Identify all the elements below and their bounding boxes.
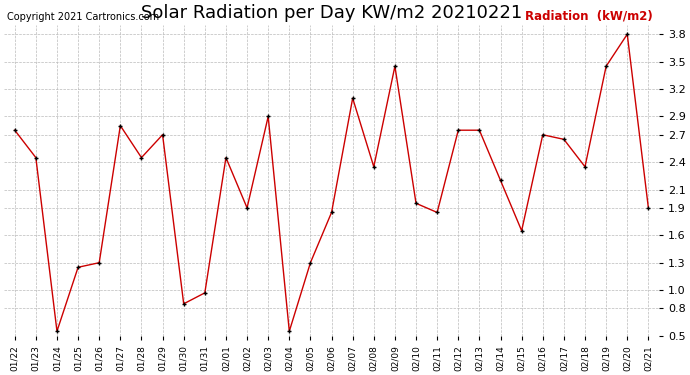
Point [453, 127, 464, 133]
Text: Radiation  (kW/m2): Radiation (kW/m2) [524, 9, 652, 22]
Point [284, 328, 295, 334]
Point [157, 132, 168, 138]
Point [199, 290, 210, 296]
Title: Solar Radiation per Day KW/m2 20210221: Solar Radiation per Day KW/m2 20210221 [141, 4, 522, 22]
Point [622, 31, 633, 37]
Point [411, 200, 422, 206]
Point [9, 127, 20, 133]
Point [72, 264, 83, 270]
Point [115, 123, 126, 129]
Point [368, 164, 380, 170]
Point [136, 154, 147, 160]
Point [241, 205, 253, 211]
Point [538, 132, 549, 138]
Point [600, 63, 611, 69]
Point [558, 136, 569, 142]
Point [94, 260, 105, 266]
Point [305, 260, 316, 266]
Point [178, 301, 189, 307]
Point [516, 228, 527, 234]
Point [347, 95, 358, 101]
Point [30, 154, 41, 160]
Point [326, 210, 337, 216]
Point [52, 328, 63, 334]
Point [220, 154, 231, 160]
Point [580, 164, 591, 170]
Text: Copyright 2021 Cartronics.com: Copyright 2021 Cartronics.com [8, 12, 159, 22]
Point [263, 114, 274, 120]
Point [389, 63, 400, 69]
Point [474, 127, 485, 133]
Point [643, 205, 654, 211]
Point [432, 210, 443, 216]
Point [495, 177, 506, 183]
